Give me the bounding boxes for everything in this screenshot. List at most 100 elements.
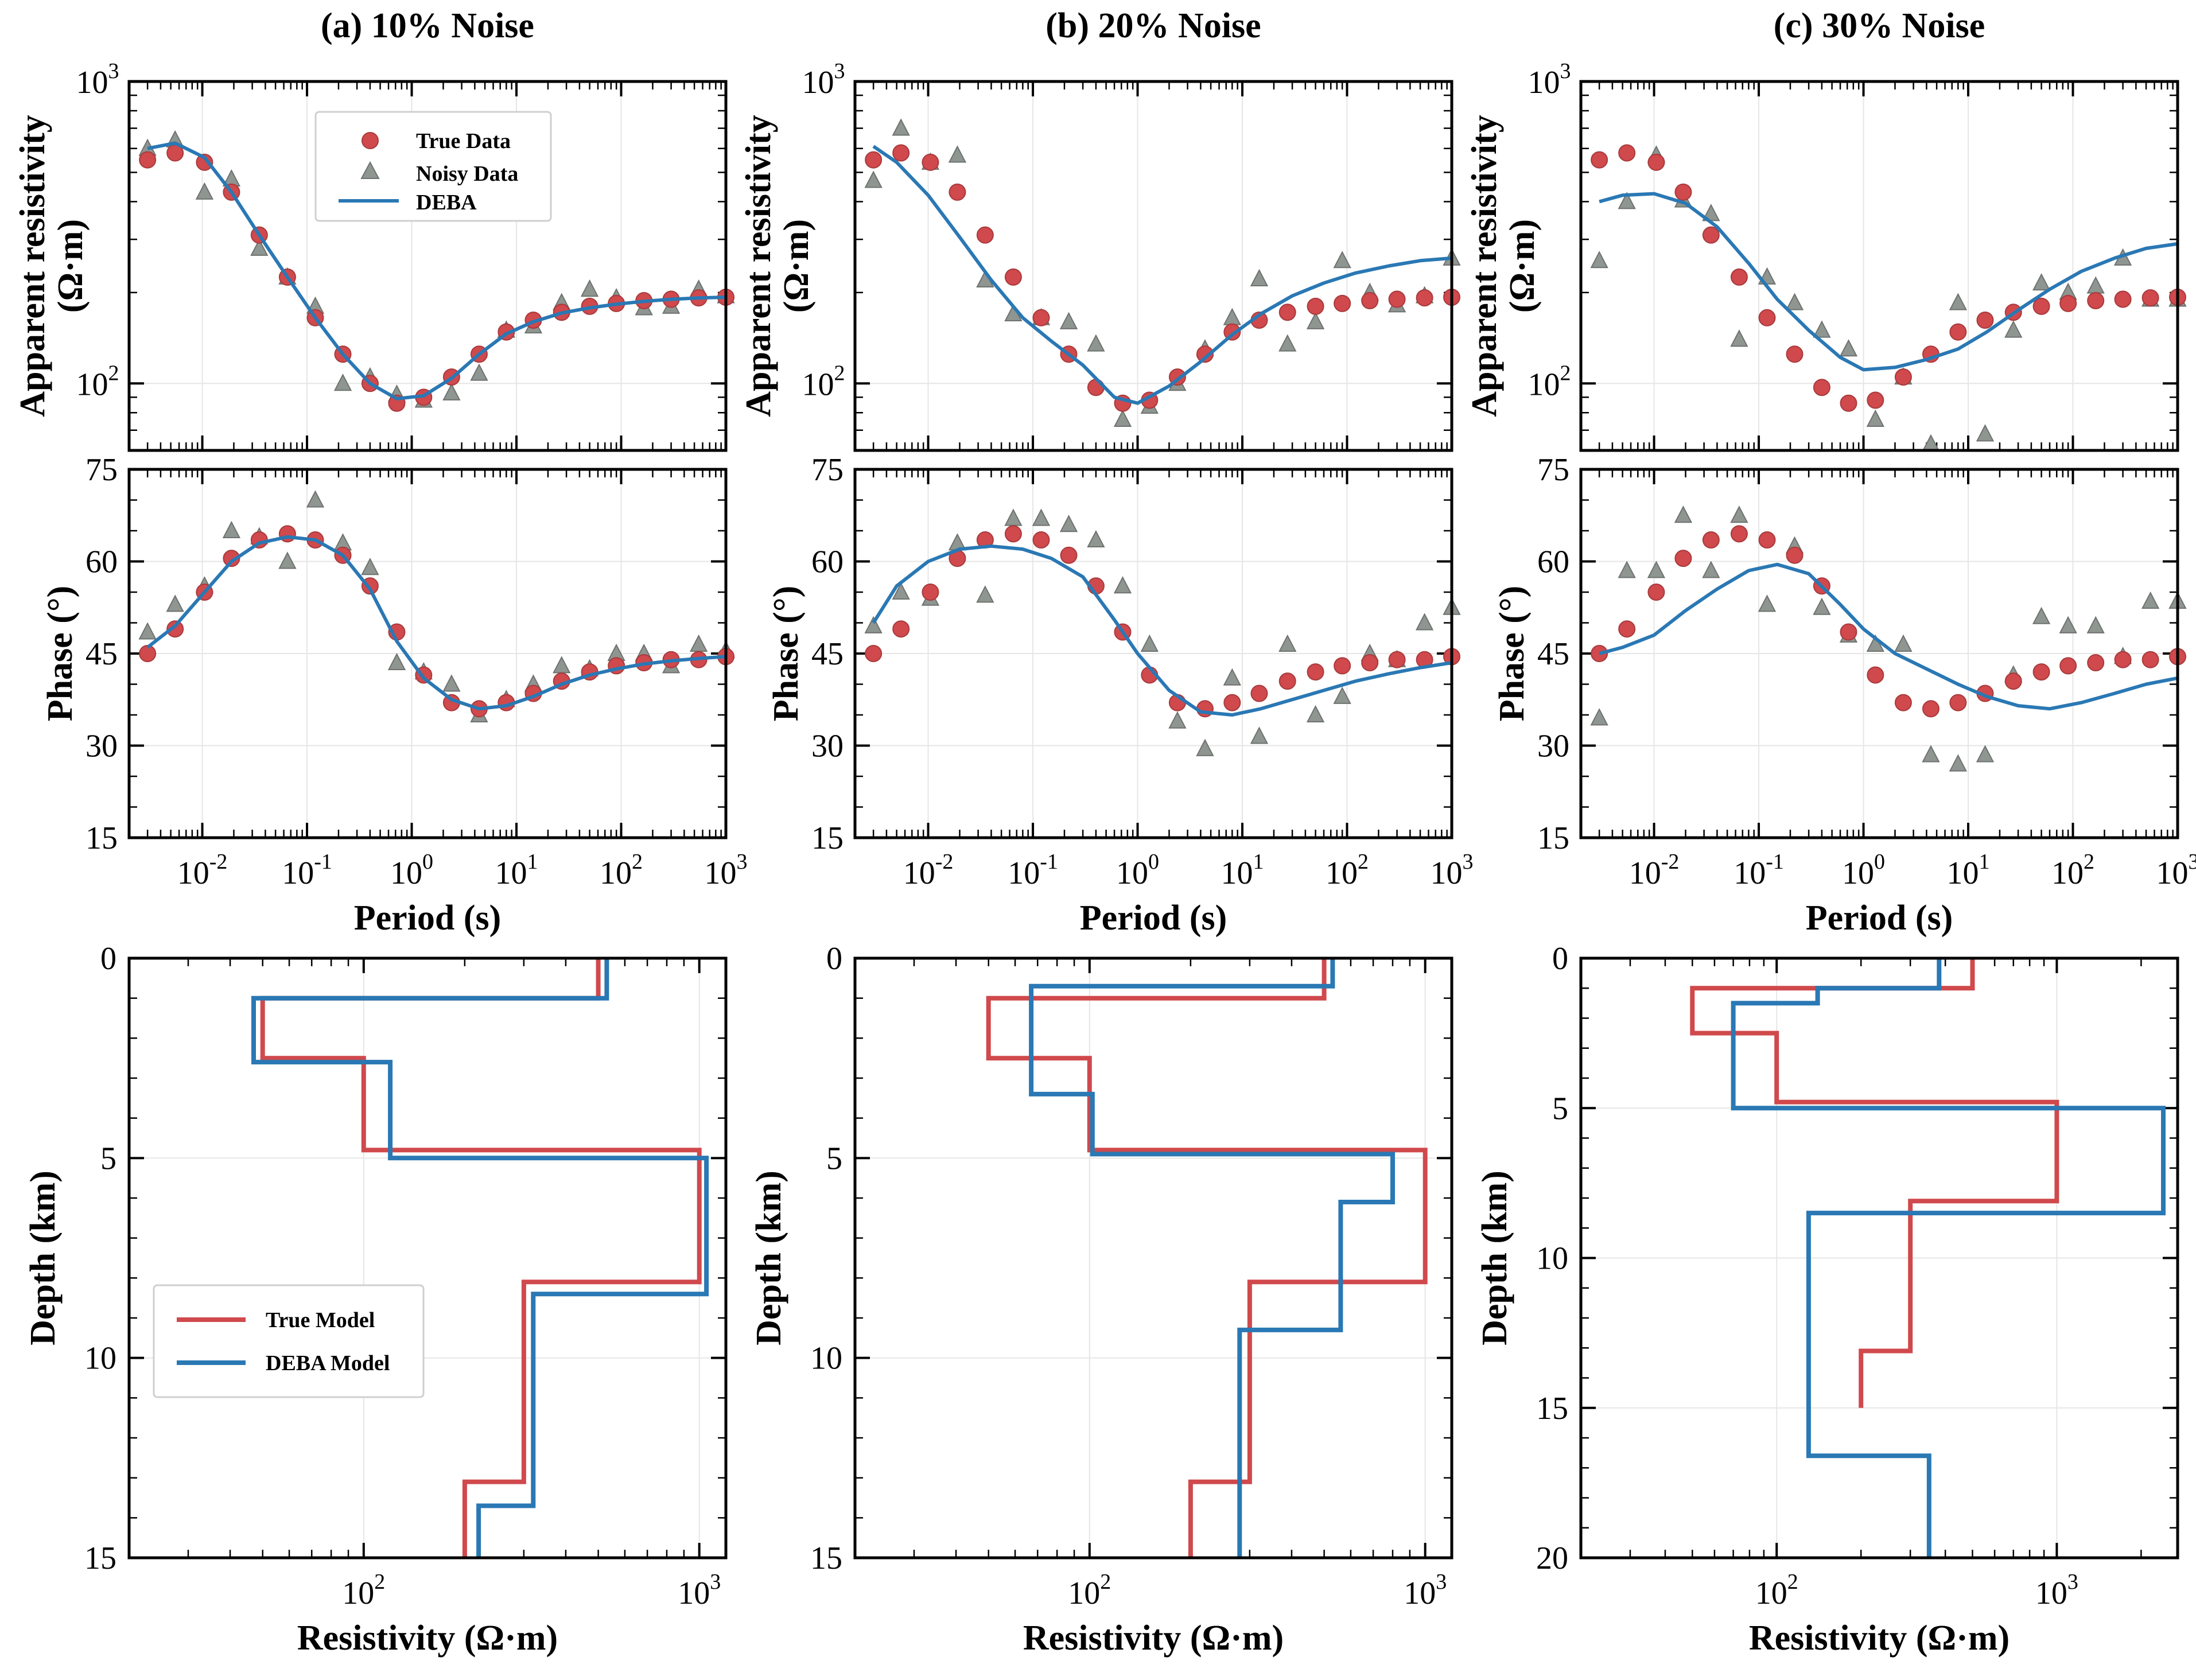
- noisy-data-point: [1730, 505, 1748, 523]
- y-tick-label: 0: [826, 941, 842, 977]
- noisy-data-point: [580, 279, 599, 297]
- resistivity-x-axis-label: Resistivity (Ω·m): [1749, 1619, 2010, 1658]
- x-tick-label: 10-1: [1734, 850, 1784, 891]
- y-tick-label: 60: [1537, 545, 1569, 580]
- noisy-data-point: [1702, 561, 1720, 578]
- true-data-point: [2087, 291, 2105, 309]
- rho-series: [864, 118, 1461, 427]
- true-data-point: [1388, 290, 1406, 308]
- y-tick-label: 45: [85, 636, 118, 672]
- noisy-data-point: [1278, 334, 1297, 352]
- true-model-profile: [1690, 958, 2059, 1408]
- noisy-data-point: [1758, 594, 1777, 612]
- x-tick-label: 101: [1221, 850, 1264, 891]
- deba-line: [147, 141, 726, 400]
- rho-plot-frame: [853, 80, 1453, 452]
- x-tick-label: 102: [1068, 1570, 1111, 1611]
- noisy-data-point: [1839, 339, 1858, 357]
- legend-deba-label: DEBA: [416, 190, 477, 215]
- deba-line: [872, 544, 1452, 717]
- true-data-point: [1361, 291, 1379, 309]
- phase-y-axis-label: Phase (°): [1492, 586, 1532, 722]
- noisy-data-point: [2004, 320, 2023, 338]
- noisy-data-point: [361, 558, 379, 575]
- noisy-data-point: [553, 656, 571, 674]
- y-tick-label: 15: [1537, 820, 1569, 856]
- noisy-data-point: [1059, 515, 1078, 532]
- deba-model-profile: [1029, 958, 1395, 1558]
- noisy-data-point: [2086, 616, 2105, 633]
- legend-true-data-marker: [362, 132, 379, 149]
- legend-noisy-data-label: Noisy Data: [416, 162, 518, 186]
- true-data-point: [1949, 323, 1967, 341]
- x-tick-label: 100: [1116, 850, 1159, 891]
- noisy-data-point: [1922, 745, 1940, 763]
- true-data-point: [1840, 394, 1857, 412]
- true-data-point: [1004, 268, 1022, 286]
- rho-plot-frame: [1579, 80, 2179, 452]
- y-tick-label: 20: [1536, 1541, 1568, 1576]
- phase-plot-frame: [1579, 468, 2179, 839]
- panel-title: (a) 10% Noise: [321, 6, 534, 45]
- model-panel-2: 0 5 10 15 102 103 Depth (km) Resistivity (Ω·m): [749, 941, 1453, 1658]
- true-data-point: [1786, 546, 1804, 564]
- phase-axes: 15 30 45 60 75 10-2 10-1 100 101 102 103 Phase (°) P…: [41, 452, 748, 938]
- resistivity-x-axis-label: Resistivity (Ω·m): [297, 1619, 558, 1658]
- noisy-data-point: [1306, 312, 1325, 329]
- true-data-point: [2059, 657, 2077, 675]
- legend-true-data-label: True Data: [416, 129, 511, 153]
- true-data-point: [1223, 694, 1241, 711]
- true-data-point: [1894, 368, 1912, 386]
- noisy-data-point: [222, 520, 241, 538]
- y-tick-label: 0: [1552, 941, 1568, 977]
- true-data-point: [2114, 290, 2132, 308]
- true-data-point: [1867, 666, 1884, 684]
- noisy-data-point: [1250, 726, 1269, 744]
- true-data-point: [949, 183, 966, 201]
- x-tick-label: 102: [2051, 850, 2094, 891]
- true-data-point: [1250, 685, 1268, 702]
- true-data-point: [1196, 345, 1214, 363]
- noisy-data-point: [1618, 561, 1636, 578]
- panel-title: (c) 30% Noise: [1774, 6, 1985, 45]
- true-data-point: [1004, 525, 1022, 543]
- y-tick-label: 10: [84, 1341, 116, 1376]
- noisy-data-point: [1894, 634, 1913, 652]
- noisy-data-point: [470, 363, 488, 381]
- y-tick-label: 15: [811, 820, 844, 856]
- y-tick-label: 15: [85, 820, 118, 856]
- x-axis-label: Period (s): [354, 899, 502, 938]
- noisy-data-point: [195, 182, 214, 200]
- x-axis-label: Period (s): [1806, 899, 1953, 938]
- rho-y-axis-label: Apparent resistivity: [1465, 115, 1504, 417]
- noisy-data-point: [333, 374, 352, 391]
- x-tick-label: 10-2: [903, 850, 954, 891]
- depth-y-axis-label: Depth (km): [24, 1170, 63, 1345]
- x-tick-label: 102: [1755, 1570, 1798, 1611]
- noisy-data-point: [1113, 576, 1132, 594]
- sounding-panel-2: (b) 20% Noise 102 103 Apparent resistivity(…: [739, 6, 1474, 938]
- noisy-data-point: [976, 585, 994, 603]
- noisy-data-point: [2086, 276, 2105, 294]
- true-data-point: [2114, 651, 2132, 668]
- true-data-point: [1032, 531, 1050, 549]
- true-data-point: [1674, 550, 1692, 567]
- noisy-data-point: [1223, 668, 1241, 686]
- noisy-data-point: [864, 616, 883, 633]
- noisy-data-point: [2032, 273, 2051, 291]
- y-tick-label: 5: [1552, 1091, 1568, 1126]
- true-data-point: [1591, 151, 1608, 169]
- y-tick-label: 30: [1537, 729, 1569, 764]
- noisy-data-point: [442, 383, 461, 400]
- noisy-data-point: [250, 238, 269, 256]
- noisy-data-point: [1590, 708, 1608, 726]
- legend-deba-model-label: DEBA Model: [266, 1351, 390, 1375]
- noisy-data-point: [1949, 293, 1967, 310]
- true-data-point: [2004, 672, 2022, 690]
- noisy-data-point: [1140, 634, 1159, 652]
- noisy-data-point: [278, 551, 297, 569]
- y-tick-label: 102: [76, 361, 119, 402]
- true-data-point: [1702, 226, 1720, 244]
- rho-y-axis-unit: (Ω·m): [51, 219, 90, 313]
- noisy-data-point: [1168, 711, 1187, 729]
